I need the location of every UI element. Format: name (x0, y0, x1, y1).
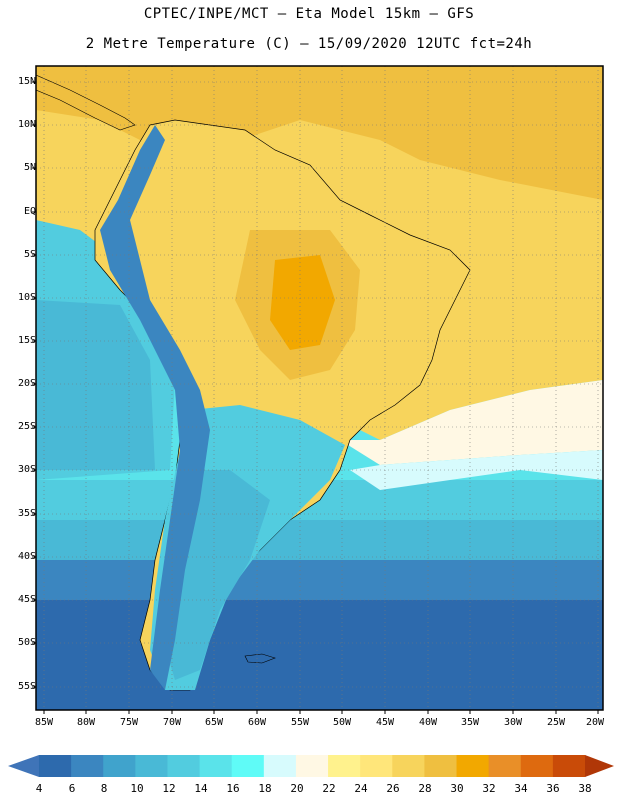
lat-label: 5S (23, 249, 36, 260)
colorbar-label: 12 (162, 782, 176, 795)
lat-label: 15N (17, 76, 36, 87)
colorbar-swatch (103, 755, 136, 777)
colorbar-arrow-left (8, 755, 39, 777)
colorbar-label: 26 (386, 782, 400, 795)
lat-label: 50S (17, 637, 36, 648)
lat-label: 5N (23, 162, 36, 173)
lat-label: 25S (17, 421, 36, 432)
lon-label: 20W (585, 717, 605, 728)
map-frame (35, 65, 604, 711)
lat-label: 20S (17, 378, 36, 389)
colorbar-label: 4 (35, 782, 43, 795)
colorbar-swatch (135, 755, 168, 777)
lat-label: 40S (17, 551, 36, 562)
colorbar (8, 755, 614, 777)
lon-label: 40W (418, 717, 438, 728)
lat-label: 35S (17, 508, 36, 519)
colorbar-swatch (167, 755, 201, 777)
lon-label: 60W (247, 717, 267, 728)
lon-label: 25W (546, 717, 566, 728)
colorbar-label: 14 (194, 782, 208, 795)
lon-label: 55W (290, 717, 310, 728)
colorbar-swatch (360, 755, 393, 777)
colorbar-label: 32 (482, 782, 496, 795)
colorbar-swatch (488, 755, 522, 777)
colorbar-label: 8 (100, 782, 108, 795)
colorbar-swatch (199, 755, 233, 777)
lon-label: 70W (162, 717, 182, 728)
interior-hottest-zone (270, 255, 335, 350)
colorbar-swatch (263, 755, 297, 777)
lat-label: 30S (17, 464, 36, 475)
pacific-cooler-zone (36, 300, 155, 470)
colorbar-label: 6 (68, 782, 76, 795)
colorbar-label: 16 (226, 782, 240, 795)
lat-label: 45S (17, 594, 36, 605)
colorbar-swatch (231, 755, 265, 777)
lon-label: 30W (503, 717, 523, 728)
falkland-islands (244, 653, 276, 664)
lon-label: 80W (76, 717, 96, 728)
colorbar-swatch (328, 755, 361, 777)
lon-label: 75W (119, 717, 139, 728)
colorbar-label: 30 (450, 782, 464, 795)
axis-ticks (32, 81, 599, 714)
colorbar-label: 10 (130, 782, 144, 795)
colorbar-swatch (456, 755, 490, 777)
colorbar-label: 20 (290, 782, 304, 795)
colorbar-label: 18 (258, 782, 272, 795)
colorbar-swatch (39, 755, 72, 777)
colorbar-swatch (552, 755, 586, 777)
colorbar-label: 36 (546, 782, 560, 795)
ocean-band-6 (36, 600, 603, 710)
colorbar-label: 28 (418, 782, 432, 795)
lat-label: 15S (17, 335, 36, 346)
colorbar-swatch (295, 755, 329, 777)
map-title-line2: 2 Metre Temperature (C) – 15/09/2020 12U… (85, 36, 533, 52)
graticule (36, 66, 603, 710)
north-warm-zone (36, 66, 603, 200)
colorbar-arrow-right (585, 755, 614, 777)
colorbar-label: 38 (578, 782, 592, 795)
map-title-line1: CPTEC/INPE/MCT – Eta Model 15km – GFS (143, 6, 475, 22)
colorbar-label: 34 (514, 782, 528, 795)
lat-label: 55S (17, 681, 36, 692)
colorbar-swatch (392, 755, 425, 777)
lat-label: EQ (23, 206, 36, 217)
colorbar-label: 24 (354, 782, 368, 795)
central-america-land (36, 74, 136, 131)
lat-label: 10N (17, 119, 36, 130)
colorbar-swatch (520, 755, 554, 777)
colorbar-swatch (71, 755, 104, 777)
colorbar-label: 22 (322, 782, 336, 795)
lon-label: 35W (460, 717, 480, 728)
temperature-field (36, 66, 603, 710)
lat-label: 10S (17, 292, 36, 303)
lon-label: 45W (375, 717, 395, 728)
atlantic-pale-zone (340, 380, 603, 465)
colorbar-swatch (424, 755, 458, 777)
lon-label: 50W (332, 717, 352, 728)
lon-label: 65W (204, 717, 224, 728)
lon-label: 85W (34, 717, 54, 728)
andes-cold-spine (100, 125, 210, 690)
